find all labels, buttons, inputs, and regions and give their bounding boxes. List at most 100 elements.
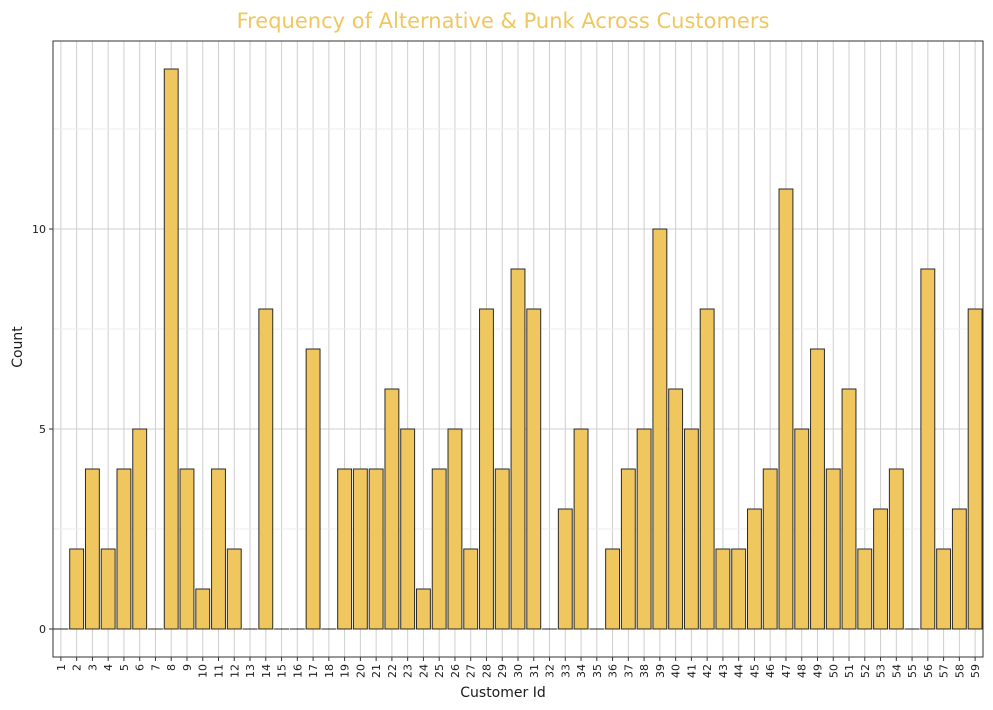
bar-customer-2 bbox=[69, 548, 85, 630]
x-tick-label: 10 bbox=[197, 664, 210, 678]
bar-customer-49 bbox=[810, 348, 825, 630]
x-tick-label: 8 bbox=[165, 664, 178, 671]
x-tick-label: 26 bbox=[449, 664, 462, 678]
bar-customer-12 bbox=[226, 548, 242, 630]
y-tick-label: 0 bbox=[39, 623, 46, 636]
x-tick-label: 22 bbox=[386, 664, 399, 678]
y-axis-ticks: 0 5 10 bbox=[32, 223, 53, 636]
bar-customer-42 bbox=[699, 308, 715, 630]
x-tick-label: 18 bbox=[323, 664, 336, 678]
bar-customer-11 bbox=[211, 468, 226, 630]
bar-customer-44 bbox=[731, 548, 747, 630]
x-tick-label: 25 bbox=[433, 664, 446, 678]
x-tick-label: 23 bbox=[402, 664, 415, 678]
bar-customer-3 bbox=[84, 468, 100, 630]
x-tick-label: 39 bbox=[654, 664, 667, 678]
x-tick-label: 1 bbox=[55, 664, 68, 671]
bar-customer-52 bbox=[857, 548, 873, 630]
y-axis-label: Count bbox=[10, 326, 26, 368]
bar-customer-30 bbox=[510, 268, 526, 630]
x-tick-label: 51 bbox=[843, 664, 856, 678]
y-tick-label: 10 bbox=[32, 223, 46, 236]
x-tick-label: 38 bbox=[638, 664, 651, 678]
bar-customer-57 bbox=[936, 548, 952, 630]
x-tick-label: 55 bbox=[906, 664, 919, 678]
bar-customer-22 bbox=[384, 388, 400, 630]
x-tick-label: 20 bbox=[354, 664, 367, 678]
x-tick-label: 33 bbox=[559, 664, 572, 678]
x-tick-label: 2 bbox=[71, 664, 84, 671]
x-axis-label: Customer Id bbox=[460, 685, 545, 701]
x-tick-label: 14 bbox=[260, 664, 273, 678]
x-tick-label: 40 bbox=[670, 664, 683, 678]
x-tick-label: 35 bbox=[591, 664, 604, 678]
bar-customer-19 bbox=[337, 468, 353, 630]
x-tick-label: 4 bbox=[102, 664, 115, 671]
x-tick-label: 46 bbox=[764, 664, 777, 678]
x-tick-label: 44 bbox=[733, 664, 746, 678]
bar-customer-54 bbox=[888, 468, 904, 630]
x-tick-label: 27 bbox=[465, 664, 478, 678]
x-tick-label: 19 bbox=[339, 664, 352, 678]
bar-customer-21 bbox=[368, 468, 384, 630]
bar-customer-41 bbox=[683, 428, 699, 630]
x-tick-label: 11 bbox=[213, 664, 226, 678]
bar-customer-51 bbox=[841, 388, 857, 630]
x-tick-label: 6 bbox=[134, 664, 147, 671]
x-tick-label: 16 bbox=[291, 664, 304, 678]
bar-customer-43 bbox=[715, 548, 731, 630]
bar-customer-29 bbox=[494, 468, 510, 630]
x-tick-label: 9 bbox=[181, 664, 194, 671]
x-axis-ticks: 1 2 3 4 5 6 7 8 9 10 11 12 13 14 15 16 17 18 19 20 21 22 23 24 2… bbox=[55, 657, 982, 678]
x-tick-label: 3 bbox=[86, 664, 99, 671]
x-tick-label: 21 bbox=[370, 664, 383, 678]
bar-customer-53 bbox=[873, 508, 888, 630]
x-tick-label: 5 bbox=[118, 664, 131, 671]
x-tick-label: 50 bbox=[827, 664, 840, 678]
bar-customer-17 bbox=[305, 348, 321, 630]
x-tick-label: 12 bbox=[228, 664, 241, 678]
bar-customer-27 bbox=[463, 548, 479, 630]
bar-customer-48 bbox=[794, 428, 810, 630]
x-tick-label: 58 bbox=[953, 664, 966, 678]
bar-customer-23 bbox=[400, 428, 416, 630]
bar-customer-26 bbox=[447, 428, 463, 630]
x-tick-label: 41 bbox=[685, 664, 698, 678]
bar-customer-24 bbox=[415, 588, 431, 630]
bar-customer-56 bbox=[920, 268, 936, 630]
x-tick-label: 28 bbox=[480, 664, 493, 678]
x-tick-label: 34 bbox=[575, 664, 588, 678]
x-tick-label: 13 bbox=[244, 664, 257, 678]
x-tick-label: 52 bbox=[859, 664, 872, 678]
x-tick-label: 30 bbox=[512, 664, 525, 678]
x-tick-label: 32 bbox=[544, 664, 557, 678]
bar-customer-38 bbox=[636, 428, 652, 630]
x-tick-label: 43 bbox=[717, 664, 730, 678]
bar-customer-45 bbox=[747, 508, 762, 630]
x-tick-label: 37 bbox=[622, 664, 635, 678]
x-tick-label: 54 bbox=[890, 664, 903, 678]
bars bbox=[53, 68, 983, 630]
x-tick-label: 53 bbox=[875, 664, 888, 678]
x-tick-label: 29 bbox=[496, 664, 509, 678]
bar-customer-47 bbox=[778, 188, 794, 630]
bar-customer-34 bbox=[573, 428, 589, 630]
x-tick-label: 45 bbox=[748, 664, 761, 678]
x-tick-label: 47 bbox=[780, 664, 793, 678]
y-tick-label: 5 bbox=[39, 423, 46, 436]
bar-customer-6 bbox=[132, 428, 148, 630]
bar-customer-40 bbox=[668, 388, 684, 630]
bar-customer-33 bbox=[557, 508, 573, 630]
bar-customer-10 bbox=[195, 588, 211, 630]
x-tick-label: 42 bbox=[701, 664, 714, 678]
bar-customer-58 bbox=[951, 508, 967, 630]
x-tick-label: 7 bbox=[149, 664, 162, 671]
x-tick-label: 56 bbox=[922, 664, 935, 678]
chart-title: Frequency of Alternative & Punk Across C… bbox=[237, 9, 770, 33]
bar-customer-46 bbox=[762, 468, 778, 630]
x-tick-label: 49 bbox=[811, 664, 824, 678]
bar-customer-37 bbox=[620, 468, 636, 630]
x-tick-label: 15 bbox=[276, 664, 289, 678]
bar-customer-59 bbox=[967, 308, 983, 630]
